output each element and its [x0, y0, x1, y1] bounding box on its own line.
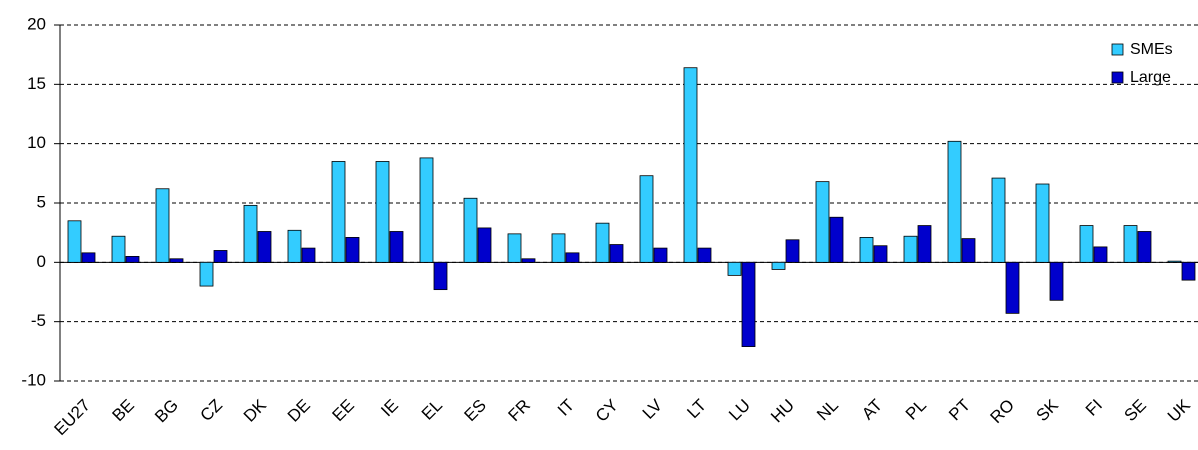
- bar: [565, 252, 580, 263]
- bar: [1137, 231, 1152, 263]
- bar: [67, 220, 82, 263]
- bar: [903, 235, 918, 263]
- bar: [81, 252, 96, 263]
- bar: [947, 140, 962, 263]
- bar: [1093, 246, 1108, 263]
- x-tick-label: FR: [505, 396, 534, 425]
- bar: [771, 261, 786, 270]
- bar: [697, 247, 712, 263]
- bar: [653, 247, 668, 263]
- x-tick-label: IE: [377, 396, 402, 421]
- x-tick-label: HU: [767, 396, 798, 427]
- x-tick-label: BG: [151, 396, 182, 427]
- bar: [1079, 225, 1094, 263]
- bar: [125, 255, 140, 263]
- bar: [507, 233, 522, 263]
- x-tick-label: NL: [813, 396, 842, 425]
- bar: [1181, 261, 1196, 281]
- x-tick-label: CZ: [197, 396, 226, 425]
- bar: [873, 245, 888, 263]
- bar: [829, 216, 844, 263]
- bar: [257, 231, 272, 263]
- legend: SMEs Large: [1111, 41, 1173, 86]
- x-tick-label: AT: [858, 396, 886, 424]
- bar: [213, 250, 228, 263]
- bar: [375, 161, 390, 263]
- bar: [595, 222, 610, 263]
- bar: [521, 258, 536, 263]
- y-tick-label: 5: [37, 192, 46, 211]
- x-tick-label: SE: [1121, 396, 1150, 425]
- x-tick-label: DE: [284, 396, 314, 426]
- bar: [683, 67, 698, 263]
- bar: [741, 261, 756, 347]
- legend-swatch: [1111, 71, 1124, 84]
- bar: [551, 233, 566, 263]
- bar: [609, 244, 624, 263]
- x-tick-label: ES: [461, 396, 490, 425]
- x-tick-label: LT: [683, 396, 710, 423]
- x-tick-label: LV: [639, 395, 667, 423]
- bar: [639, 175, 654, 263]
- bar: [1123, 225, 1138, 263]
- bar: [199, 261, 214, 287]
- x-tick-label: PT: [945, 396, 974, 425]
- y-tick-label: -5: [31, 311, 46, 330]
- y-tick-label: 0: [37, 252, 46, 271]
- x-tick-label: SK: [1033, 395, 1063, 425]
- bar: [419, 157, 434, 263]
- x-tick-label: CY: [592, 396, 622, 426]
- x-tick-label: UK: [1164, 395, 1195, 426]
- bar: [243, 204, 258, 263]
- y-tick-label: 20: [27, 14, 46, 33]
- y-tick-label: 15: [27, 74, 46, 93]
- bar: [917, 225, 932, 263]
- bar: [155, 188, 170, 263]
- x-tick-label: LU: [725, 396, 754, 425]
- bar: [331, 161, 346, 263]
- x-tick-label: FI: [1082, 396, 1106, 420]
- x-tick-label: IT: [554, 396, 578, 420]
- bar: [785, 239, 800, 263]
- bar: [169, 258, 184, 263]
- bar: [1167, 260, 1182, 263]
- x-tick-label: EE: [329, 396, 358, 425]
- legend-label: Large: [1130, 69, 1171, 86]
- bar: [859, 237, 874, 263]
- bar: [301, 247, 316, 263]
- x-tick-label: RO: [987, 396, 1018, 427]
- x-tick-label: EU27: [50, 396, 94, 440]
- y-tick-label: -10: [21, 370, 46, 389]
- bar: [1005, 261, 1020, 314]
- x-tick-label: BE: [109, 396, 138, 425]
- bar: [389, 231, 404, 263]
- x-tick-label: EL: [418, 396, 446, 424]
- bar: [1049, 261, 1064, 301]
- legend-swatch: [1111, 43, 1124, 56]
- x-tick-label: DK: [240, 395, 271, 426]
- bar: [815, 181, 830, 263]
- x-tick-label: PL: [902, 396, 930, 424]
- bar: [345, 237, 360, 263]
- bar: [433, 261, 448, 291]
- bar: [961, 238, 976, 263]
- bar: [727, 261, 742, 276]
- bar: [111, 235, 126, 263]
- bar: [1035, 183, 1050, 263]
- bar: [287, 229, 302, 263]
- bar: [477, 227, 492, 263]
- bar: [463, 197, 478, 263]
- y-tick-label: 10: [27, 133, 46, 152]
- bar: [991, 177, 1006, 263]
- legend-label: SMEs: [1130, 41, 1173, 58]
